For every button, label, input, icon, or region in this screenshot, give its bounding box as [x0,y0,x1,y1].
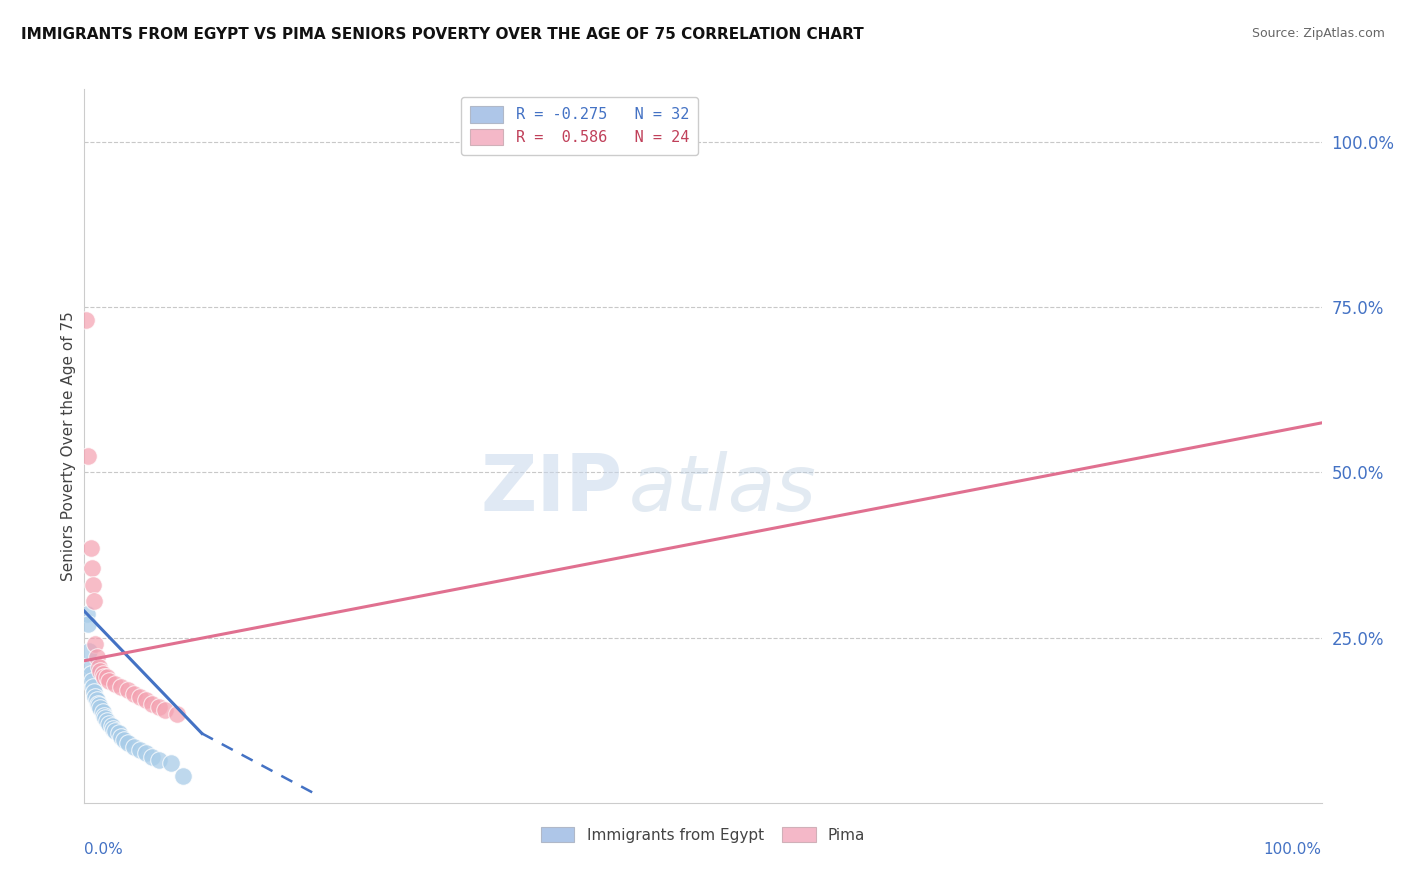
Point [141,697,163,711]
Point [84,637,107,651]
Point [96,670,118,684]
Point [93,670,115,684]
Point [82,680,104,694]
Point [101,722,124,736]
Point [104,724,127,739]
Point [148,753,170,767]
Point [100,719,122,733]
Text: 100.0%: 100.0% [1264,842,1322,857]
Point [135,693,157,707]
Point [94,711,117,725]
Text: 0.0%: 0.0% [84,842,124,857]
Point [87,697,110,711]
Point [112,733,135,747]
Point [89,698,111,712]
Point [86,650,108,665]
Point [153,703,176,717]
Point [117,683,139,698]
Point [141,749,163,764]
Point [110,730,132,744]
Point [75,313,97,327]
Point [148,700,170,714]
Point [96,714,118,728]
Point [91,667,114,681]
Point [98,716,121,731]
Point [91,705,114,719]
Point [129,743,152,757]
Point [160,756,183,771]
Point [129,690,152,704]
Point [77,449,100,463]
Text: Source: ZipAtlas.com: Source: ZipAtlas.com [1251,27,1385,40]
Text: atlas: atlas [628,450,817,527]
Point [79,667,101,681]
Point [79,644,101,658]
Point [110,680,132,694]
Point [166,706,188,721]
Text: ZIP: ZIP [481,450,623,527]
Point [86,693,108,707]
Legend: Immigrants from Egypt, Pima: Immigrants from Egypt, Pima [534,821,872,848]
Point [89,664,111,678]
Point [80,673,103,688]
Point [122,739,145,754]
Point [77,617,100,632]
Point [80,561,103,575]
Point [104,677,127,691]
Point [98,673,121,688]
Point [83,685,105,699]
Point [89,660,111,674]
Point [89,701,111,715]
Point [135,746,157,760]
Point [83,594,105,608]
Point [93,708,115,723]
Point [79,660,101,674]
Point [76,607,98,622]
Point [172,769,194,783]
Text: IMMIGRANTS FROM EGYPT VS PIMA SENIORS POVERTY OVER THE AGE OF 75 CORRELATION CHA: IMMIGRANTS FROM EGYPT VS PIMA SENIORS PO… [21,27,863,42]
Point [122,687,145,701]
Point [82,578,104,592]
Point [79,541,101,556]
Y-axis label: Seniors Poverty Over the Age of 75: Seniors Poverty Over the Age of 75 [60,311,76,581]
Point [108,726,131,740]
Point [117,736,139,750]
Point [84,690,107,704]
